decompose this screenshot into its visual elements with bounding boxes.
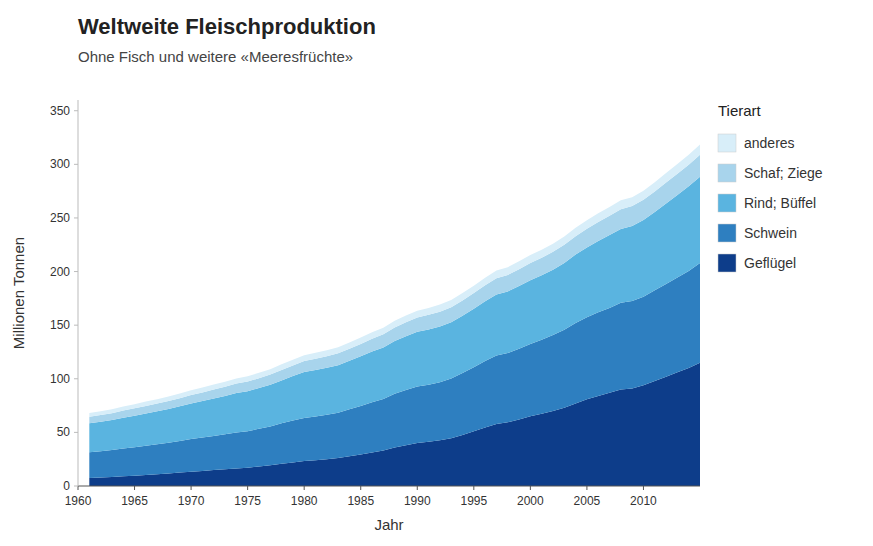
y-tick-label: 250 [50, 211, 70, 225]
y-tick-label: 50 [57, 425, 71, 439]
background [0, 0, 873, 546]
x-tick [78, 486, 79, 490]
legend-title: Tierart [718, 102, 762, 119]
y-tick-label: 0 [63, 479, 70, 493]
legend-label: Rind; Büffel [744, 195, 816, 211]
x-tick [247, 486, 248, 490]
y-tick [74, 325, 78, 326]
chart: Weltweite Fleischproduktion Ohne Fisch un… [0, 0, 873, 546]
legend-swatch [718, 134, 736, 152]
legend-swatch [718, 224, 736, 242]
x-tick [530, 486, 531, 490]
x-tick-label: 1960 [65, 494, 92, 508]
legend-label: Schwein [744, 225, 797, 241]
legend-label: Schaf; Ziege [744, 165, 823, 181]
x-tick [304, 486, 305, 490]
x-tick-label: 1990 [404, 494, 431, 508]
y-axis-label: Millionen Tonnen [10, 237, 27, 349]
y-tick [74, 271, 78, 272]
y-tick-label: 200 [50, 265, 70, 279]
y-axis-line [78, 100, 79, 486]
axes: 1960196519701975198019851990199520002005… [50, 100, 700, 508]
y-tick [74, 378, 78, 379]
subtitle: Ohne Fisch und weitere «Meeresfrüchte» [78, 48, 353, 65]
y-tick-label: 300 [50, 157, 70, 171]
y-tick-label: 150 [50, 318, 70, 332]
x-tick [417, 486, 418, 490]
y-tick-label: 350 [50, 104, 70, 118]
areas [89, 145, 700, 487]
x-tick-label: 1965 [121, 494, 148, 508]
legend-swatch [718, 254, 736, 272]
x-tick [586, 486, 587, 490]
y-tick [74, 217, 78, 218]
x-tick-label: 1970 [178, 494, 205, 508]
x-tick-label: 1985 [347, 494, 374, 508]
legend-label: anderes [744, 135, 795, 151]
legend: Tierart anderes Schaf; Ziege Rind; Büffel Sc… [718, 102, 823, 272]
x-tick-label: 2000 [517, 494, 544, 508]
legend-label: Geflügel [744, 255, 796, 271]
legend-swatch [718, 164, 736, 182]
x-tick-label: 1975 [234, 494, 261, 508]
title: Weltweite Fleischproduktion [78, 14, 376, 39]
x-tick-label: 1995 [460, 494, 487, 508]
x-tick-label: 2005 [574, 494, 601, 508]
y-tick [74, 164, 78, 165]
area [89, 145, 700, 417]
x-tick [360, 486, 361, 490]
x-tick [191, 486, 192, 490]
x-axis-line [78, 486, 700, 487]
legend-swatch [718, 194, 736, 212]
x-axis-label: Jahr [374, 516, 403, 533]
y-tick-label: 100 [50, 372, 70, 386]
y-tick [74, 110, 78, 111]
x-tick-label: 1980 [291, 494, 318, 508]
x-tick [473, 486, 474, 490]
x-tick [134, 486, 135, 490]
y-tick [74, 486, 78, 487]
y-tick [74, 432, 78, 433]
x-tick-label: 2010 [630, 494, 657, 508]
x-tick [643, 486, 644, 490]
area [89, 155, 700, 424]
